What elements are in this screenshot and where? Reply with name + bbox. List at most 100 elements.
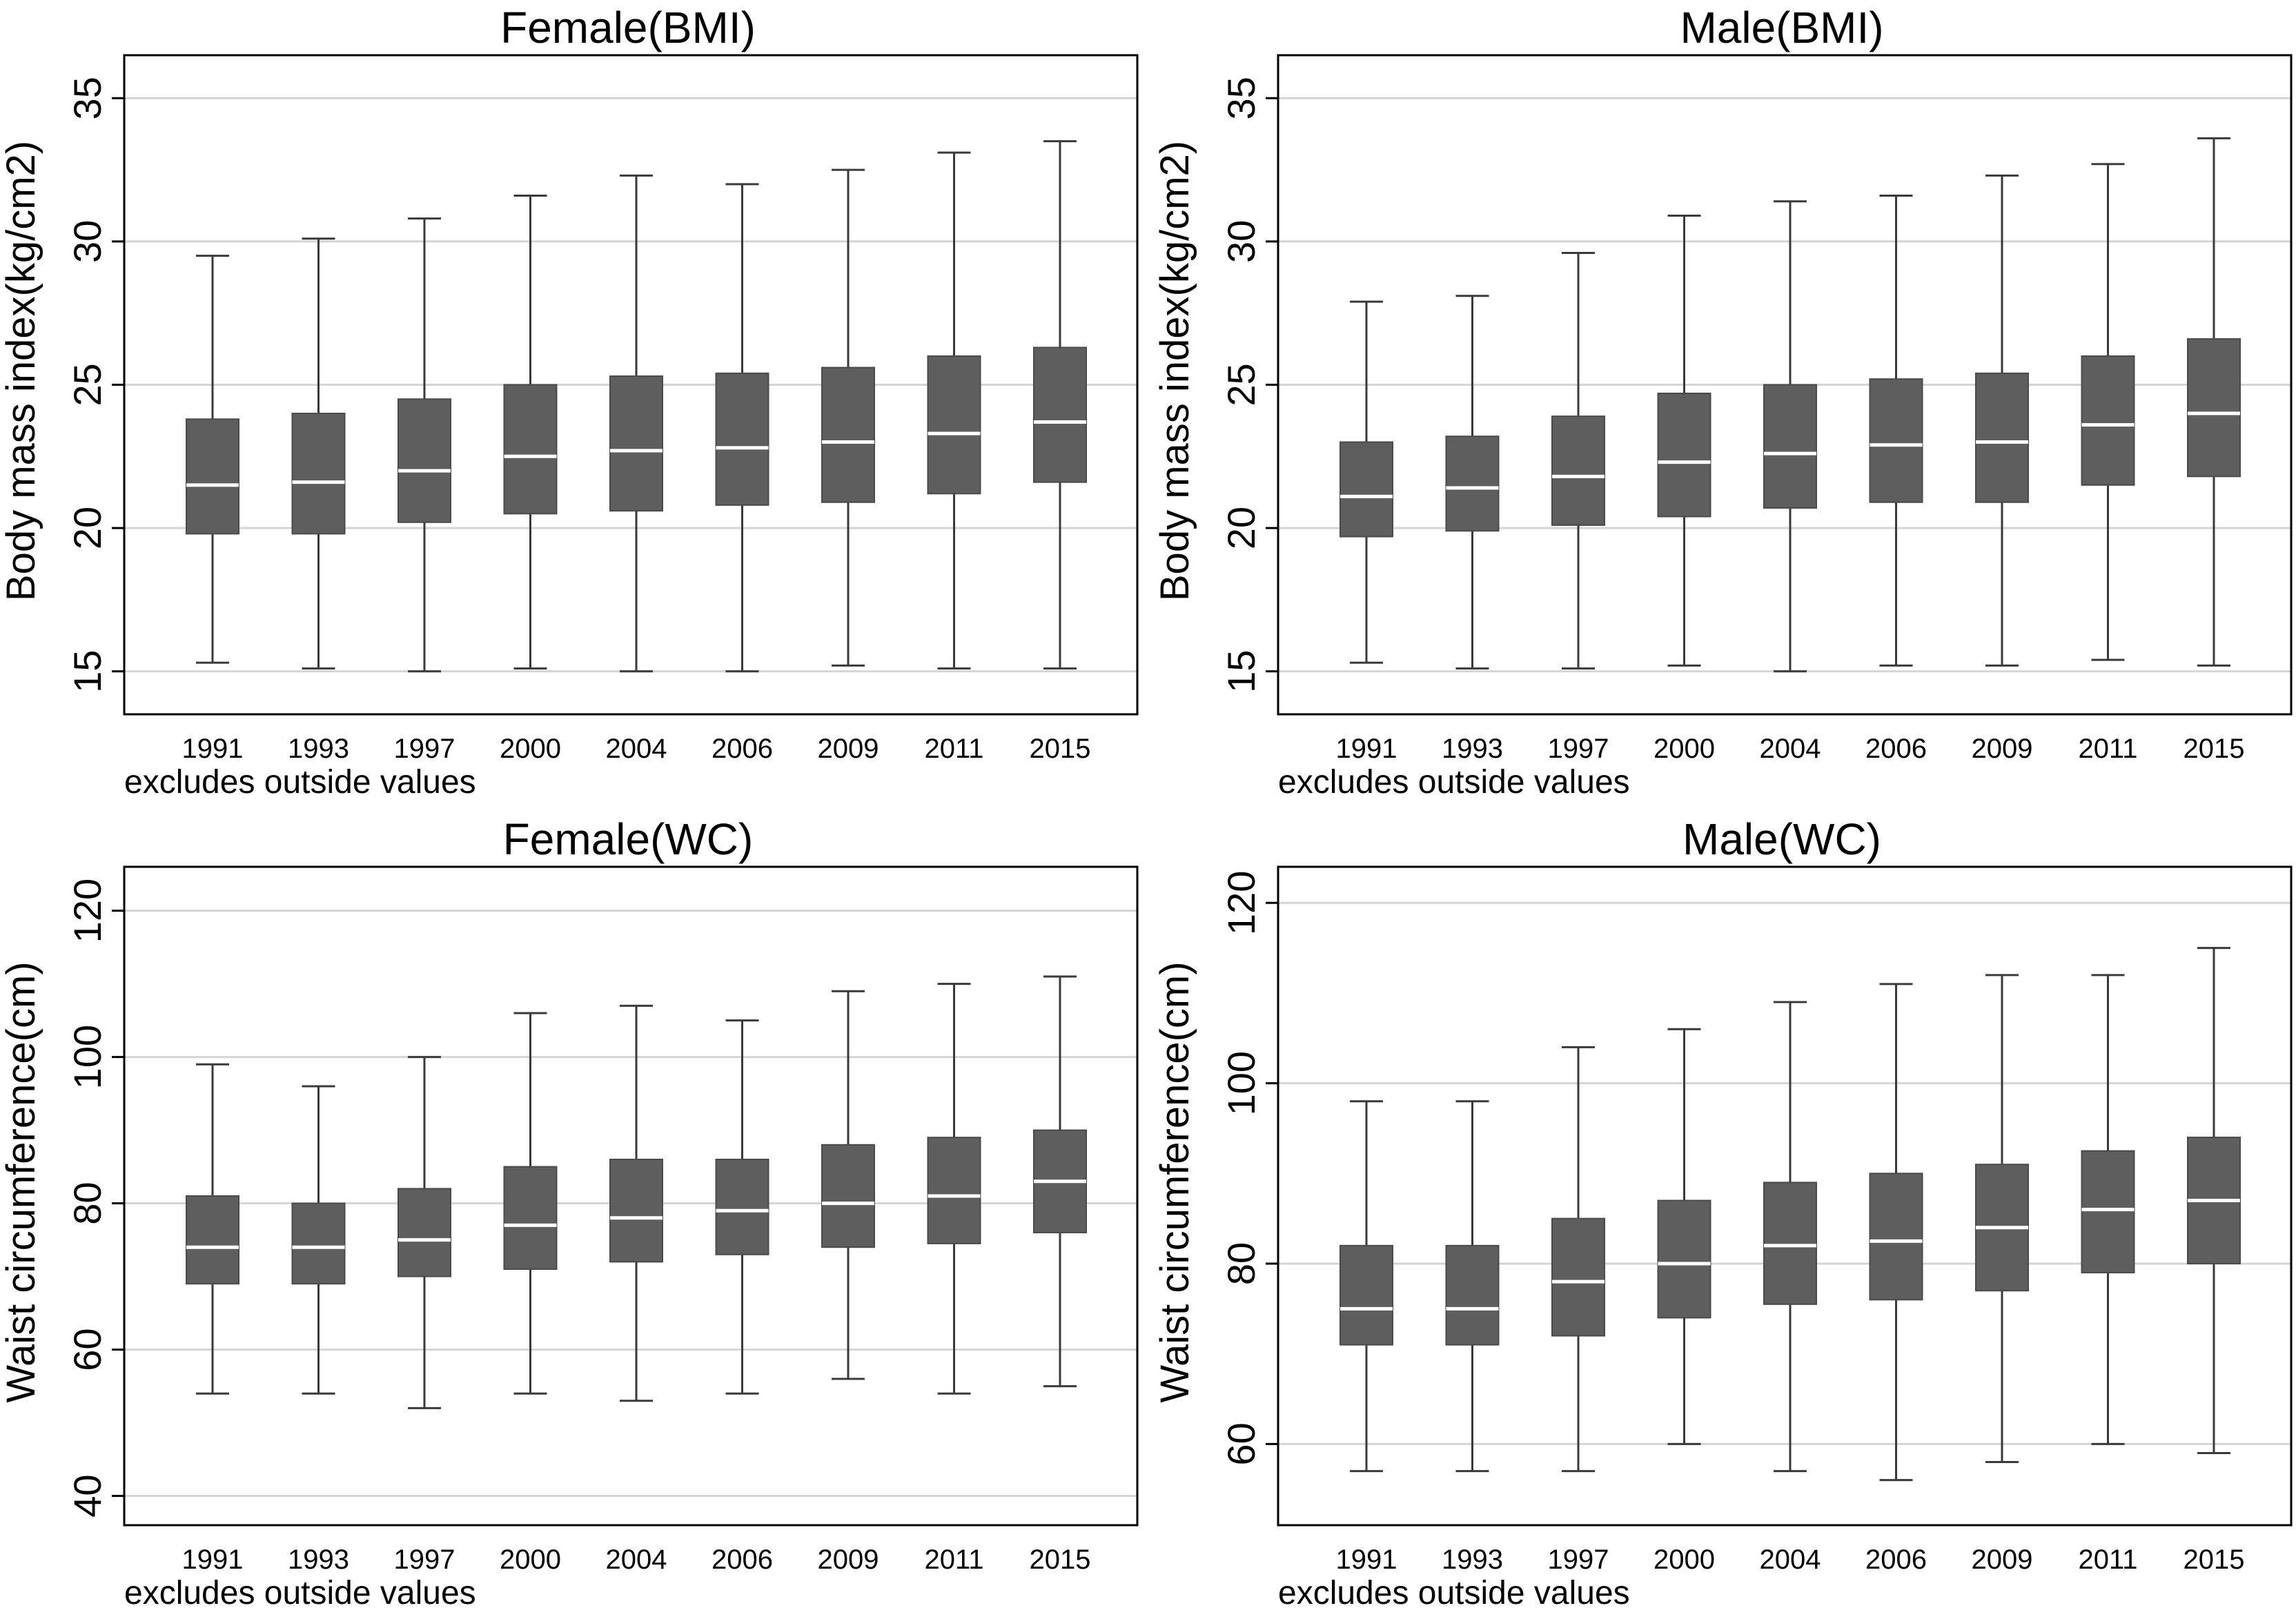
y-tick-label: 120 (66, 879, 109, 943)
x-tick-label: 2006 (1865, 1545, 1927, 1575)
box-2011 (2081, 163, 2135, 661)
box-1993 (1445, 1100, 1500, 1473)
iqr-box (291, 1202, 346, 1285)
y-tick-label: 100 (1219, 1051, 1263, 1115)
box-1993 (291, 1085, 346, 1395)
excludes-outside-values-note: excludes outside values (124, 764, 476, 801)
iqr-box (1763, 384, 1817, 509)
box-2015 (1033, 975, 1087, 1388)
box-1993 (1445, 295, 1500, 670)
x-tick-label: 2009 (1972, 734, 2033, 764)
iqr-box (1445, 1244, 1500, 1346)
excludes-outside-values-note: excludes outside values (1278, 1575, 1630, 1608)
x-tick-label: 2009 (818, 1545, 879, 1575)
x-tick-label: 1997 (1548, 1545, 1609, 1575)
y-tick-label: 35 (66, 77, 109, 119)
iqr-box (927, 1137, 981, 1244)
iqr-box (186, 418, 239, 535)
box-2006 (715, 183, 769, 673)
y-tick-label: 30 (66, 220, 109, 263)
x-tick-label: 2000 (500, 1545, 561, 1575)
box-2006 (1869, 983, 1923, 1482)
x-tick-label: 2004 (606, 1545, 667, 1575)
box-2000 (503, 194, 558, 670)
box-1991 (1340, 300, 1393, 664)
excludes-outside-values-note: excludes outside values (1278, 764, 1630, 801)
x-tick-label: 2011 (2078, 1545, 2137, 1575)
iqr-box (1340, 441, 1393, 538)
box-2015 (1033, 140, 1087, 670)
x-tick-label: 2000 (1654, 734, 1715, 764)
x-tick-label: 1993 (1442, 1545, 1503, 1575)
box-1997 (398, 1056, 451, 1409)
chart-title: Female(WC) (503, 814, 754, 864)
x-tick-label: 1991 (1336, 734, 1397, 764)
iqr-box (1763, 1182, 1817, 1305)
box-1997 (1551, 252, 1605, 670)
iqr-box (821, 366, 875, 503)
iqr-box (186, 1195, 239, 1285)
box-2004 (609, 174, 663, 673)
box-2004 (1763, 1001, 1817, 1473)
iqr-box (1657, 392, 1711, 518)
x-tick-label: 2000 (1654, 1545, 1715, 1575)
y-tick-label: 20 (66, 507, 109, 549)
iqr-box (609, 375, 663, 512)
iqr-box (1033, 346, 1087, 483)
iqr-box (715, 372, 769, 506)
box-1997 (398, 217, 451, 673)
iqr-box (1445, 435, 1500, 532)
y-tick-label: 15 (66, 650, 109, 693)
iqr-box (291, 413, 346, 535)
chart-title: Male(BMI) (1680, 3, 1883, 52)
box-2006 (715, 1019, 769, 1395)
iqr-box (503, 384, 558, 515)
box-2011 (2081, 974, 2135, 1445)
box-2009 (821, 168, 875, 667)
iqr-box (503, 1166, 558, 1270)
y-tick-label: 35 (1219, 77, 1263, 119)
x-tick-label: 2009 (818, 734, 879, 764)
x-tick-label: 2009 (1972, 1545, 2033, 1575)
iqr-box (1869, 378, 1923, 503)
iqr-box (1551, 415, 1605, 526)
x-tick-label: 1997 (394, 1545, 455, 1575)
box-2011 (927, 983, 981, 1395)
box-2000 (1657, 1028, 1711, 1445)
x-tick-label: 2000 (500, 734, 561, 764)
box-2000 (1657, 215, 1711, 667)
y-tick-label: 15 (1219, 650, 1263, 693)
y-tick-label: 30 (1219, 220, 1263, 263)
chart-title: Male(WC) (1682, 814, 1881, 864)
box-2015 (2187, 137, 2241, 667)
box-1991 (1340, 1100, 1393, 1473)
box-2009 (821, 990, 875, 1380)
x-tick-label: 2011 (924, 1545, 983, 1575)
y-tick-label: 25 (1219, 363, 1263, 406)
x-tick-label: 1993 (288, 734, 349, 764)
box-2004 (1763, 200, 1817, 673)
box-2009 (1975, 174, 2029, 667)
box-2011 (927, 151, 981, 670)
iqr-box (2187, 338, 2241, 478)
x-tick-label: 2011 (2078, 734, 2137, 764)
x-tick-label: 2006 (1865, 734, 1927, 764)
x-tick-label: 1997 (1548, 734, 1609, 764)
iqr-box (1975, 372, 2029, 503)
iqr-box (2081, 355, 2135, 486)
y-tick-label: 120 (1219, 871, 1263, 935)
x-tick-label: 2015 (2184, 1545, 2245, 1575)
excludes-outside-values-note: excludes outside values (124, 1575, 476, 1608)
chart-panel-3: 40 60 80 100 120 1991 1993 1997 2000 2004 2006 2009… (0, 814, 1139, 1608)
box-1993 (291, 237, 346, 670)
iqr-box (1657, 1199, 1711, 1319)
box-1991 (186, 1063, 239, 1395)
chart-panel-2: 15 20 25 30 35 1991 1993 1997 2000 2004 2006 2009 20… (1152, 3, 2293, 801)
y-tick-label: 60 (1219, 1422, 1263, 1465)
box-2009 (1975, 974, 2029, 1464)
chart-panel-1: 15 20 25 30 35 1991 1993 1997 2000 2004 2006 2009 20… (0, 3, 1139, 801)
x-tick-label: 2015 (2184, 734, 2245, 764)
y-tick-label: 60 (66, 1328, 109, 1371)
iqr-box (927, 355, 981, 495)
